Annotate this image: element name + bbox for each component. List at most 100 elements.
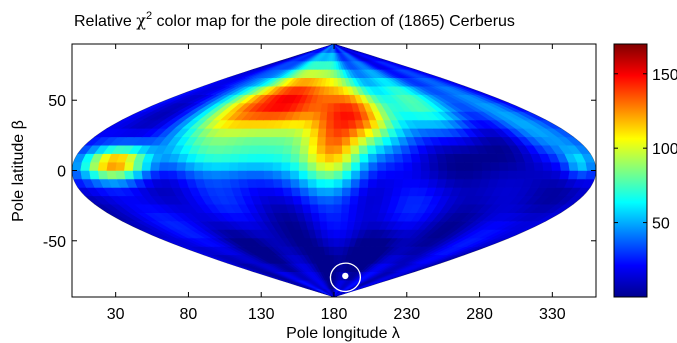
heatmap-cell: [124, 170, 135, 180]
heatmap-cell: [327, 237, 335, 247]
heatmap-cell: [559, 170, 571, 180]
heatmap-cell: [368, 170, 379, 180]
heatmap-cell: [463, 170, 475, 180]
heatmap-cell: [167, 161, 179, 171]
y-tick-label: -50: [43, 234, 66, 251]
heatmap-area: [71, 43, 597, 298]
heatmap-cell: [299, 144, 310, 154]
heatmap-cell: [106, 170, 118, 180]
heatmap-cell: [333, 102, 341, 112]
heatmap-cell: [455, 170, 466, 180]
heatmap-cell: [516, 161, 527, 171]
heatmap-cell: [568, 161, 579, 171]
heatmap-cell: [72, 170, 83, 180]
heatmap-cell: [185, 170, 196, 180]
heatmap-cell: [300, 195, 311, 205]
heatmap-cell: [393, 178, 404, 188]
heatmap-cell: [524, 170, 536, 180]
heatmap-cell: [318, 119, 328, 129]
heatmap-cell: [542, 161, 553, 171]
heatmap-cell: [377, 170, 387, 180]
heatmap-cell: [150, 161, 161, 171]
heatmap-cell: [401, 178, 413, 188]
heatmap-cell: [321, 94, 330, 104]
colorbar-tick-label: 50: [652, 216, 670, 233]
heatmap-cell: [326, 212, 335, 222]
heatmap-cell: [310, 119, 321, 129]
heatmap-cell: [307, 170, 317, 180]
heatmap-cell: [141, 170, 152, 180]
heatmap-cell: [340, 119, 350, 129]
best-solution-marker: [342, 272, 349, 280]
heatmap-cell: [341, 136, 351, 146]
heatmap-cell: [333, 153, 344, 163]
heatmap-cell: [308, 187, 318, 197]
heatmap-cell: [263, 161, 274, 171]
heatmap-cell: [282, 187, 293, 197]
heatmap-cell: [115, 161, 126, 171]
heatmap-cell: [176, 170, 187, 180]
heatmap-cell: [533, 170, 544, 180]
heatmap-cell: [542, 170, 553, 180]
heatmap-cell: [321, 237, 330, 247]
heatmap-cell: [150, 170, 161, 180]
heatmap-cell: [568, 170, 579, 180]
heatmap-cell: [341, 195, 351, 205]
heatmap-cell: [489, 170, 501, 180]
heatmap-cell: [124, 161, 135, 171]
heatmap-cell: [246, 170, 257, 180]
heatmap-cell: [220, 161, 231, 171]
heatmap-cell: [401, 153, 413, 163]
y-tick-label: 50: [48, 93, 66, 110]
heatmap-cell: [329, 77, 335, 87]
heatmap-cell: [301, 203, 312, 213]
heatmap-cell: [376, 178, 387, 188]
heatmap-cell: [446, 161, 457, 171]
heatmap-cell: [420, 170, 431, 180]
colorbar: [613, 43, 648, 298]
x-tick-label: 280: [466, 306, 493, 323]
heatmap-cell: [325, 136, 335, 146]
heatmap-cell: [167, 170, 179, 180]
heatmap-cell: [289, 161, 300, 171]
heatmap-cell: [333, 170, 344, 180]
heatmap-cell: [359, 153, 370, 163]
heatmap-cell: [384, 178, 396, 188]
heatmap-cell: [359, 178, 370, 188]
heatmap-cell: [333, 119, 342, 129]
heatmap-cell: [377, 161, 387, 171]
heatmap-cell: [359, 170, 370, 180]
heatmap-cell: [316, 144, 327, 154]
heatmap-cell: [298, 153, 309, 163]
heatmap-cell: [272, 178, 284, 188]
heatmap-cell: [376, 153, 387, 163]
heatmap-cell: [307, 178, 318, 188]
heatmap-cell: [342, 178, 352, 188]
heatmap-cell: [385, 161, 396, 171]
heatmap-cell: [255, 170, 265, 180]
heatmap-cell: [359, 161, 370, 171]
heatmap-cell: [316, 161, 326, 171]
heatmap-cell: [158, 161, 170, 171]
heatmap-cell: [264, 178, 275, 188]
heatmap-cell: [72, 161, 83, 171]
colorbar-tick-label: 150: [652, 67, 677, 84]
heatmap-cell: [228, 170, 239, 180]
y-axis-ticks: 50 0 -50: [43, 93, 596, 251]
heatmap-cell: [300, 136, 311, 146]
heatmap-cell: [341, 144, 352, 154]
heatmap-cell: [327, 94, 335, 104]
heatmap-cell: [282, 144, 293, 154]
heatmap-cell: [97, 161, 109, 171]
heatmap-cell: [281, 153, 292, 163]
heatmap-cell: [351, 161, 361, 171]
heatmap-cell: [333, 195, 343, 205]
heatmap-cell: [349, 136, 360, 146]
heatmap-cell: [394, 170, 405, 180]
heatmap-cell: [264, 153, 275, 163]
heatmap-cell: [255, 153, 267, 163]
heatmap-cell: [320, 229, 329, 239]
heatmap-cell: [115, 170, 126, 180]
heatmap-cell: [193, 170, 205, 180]
